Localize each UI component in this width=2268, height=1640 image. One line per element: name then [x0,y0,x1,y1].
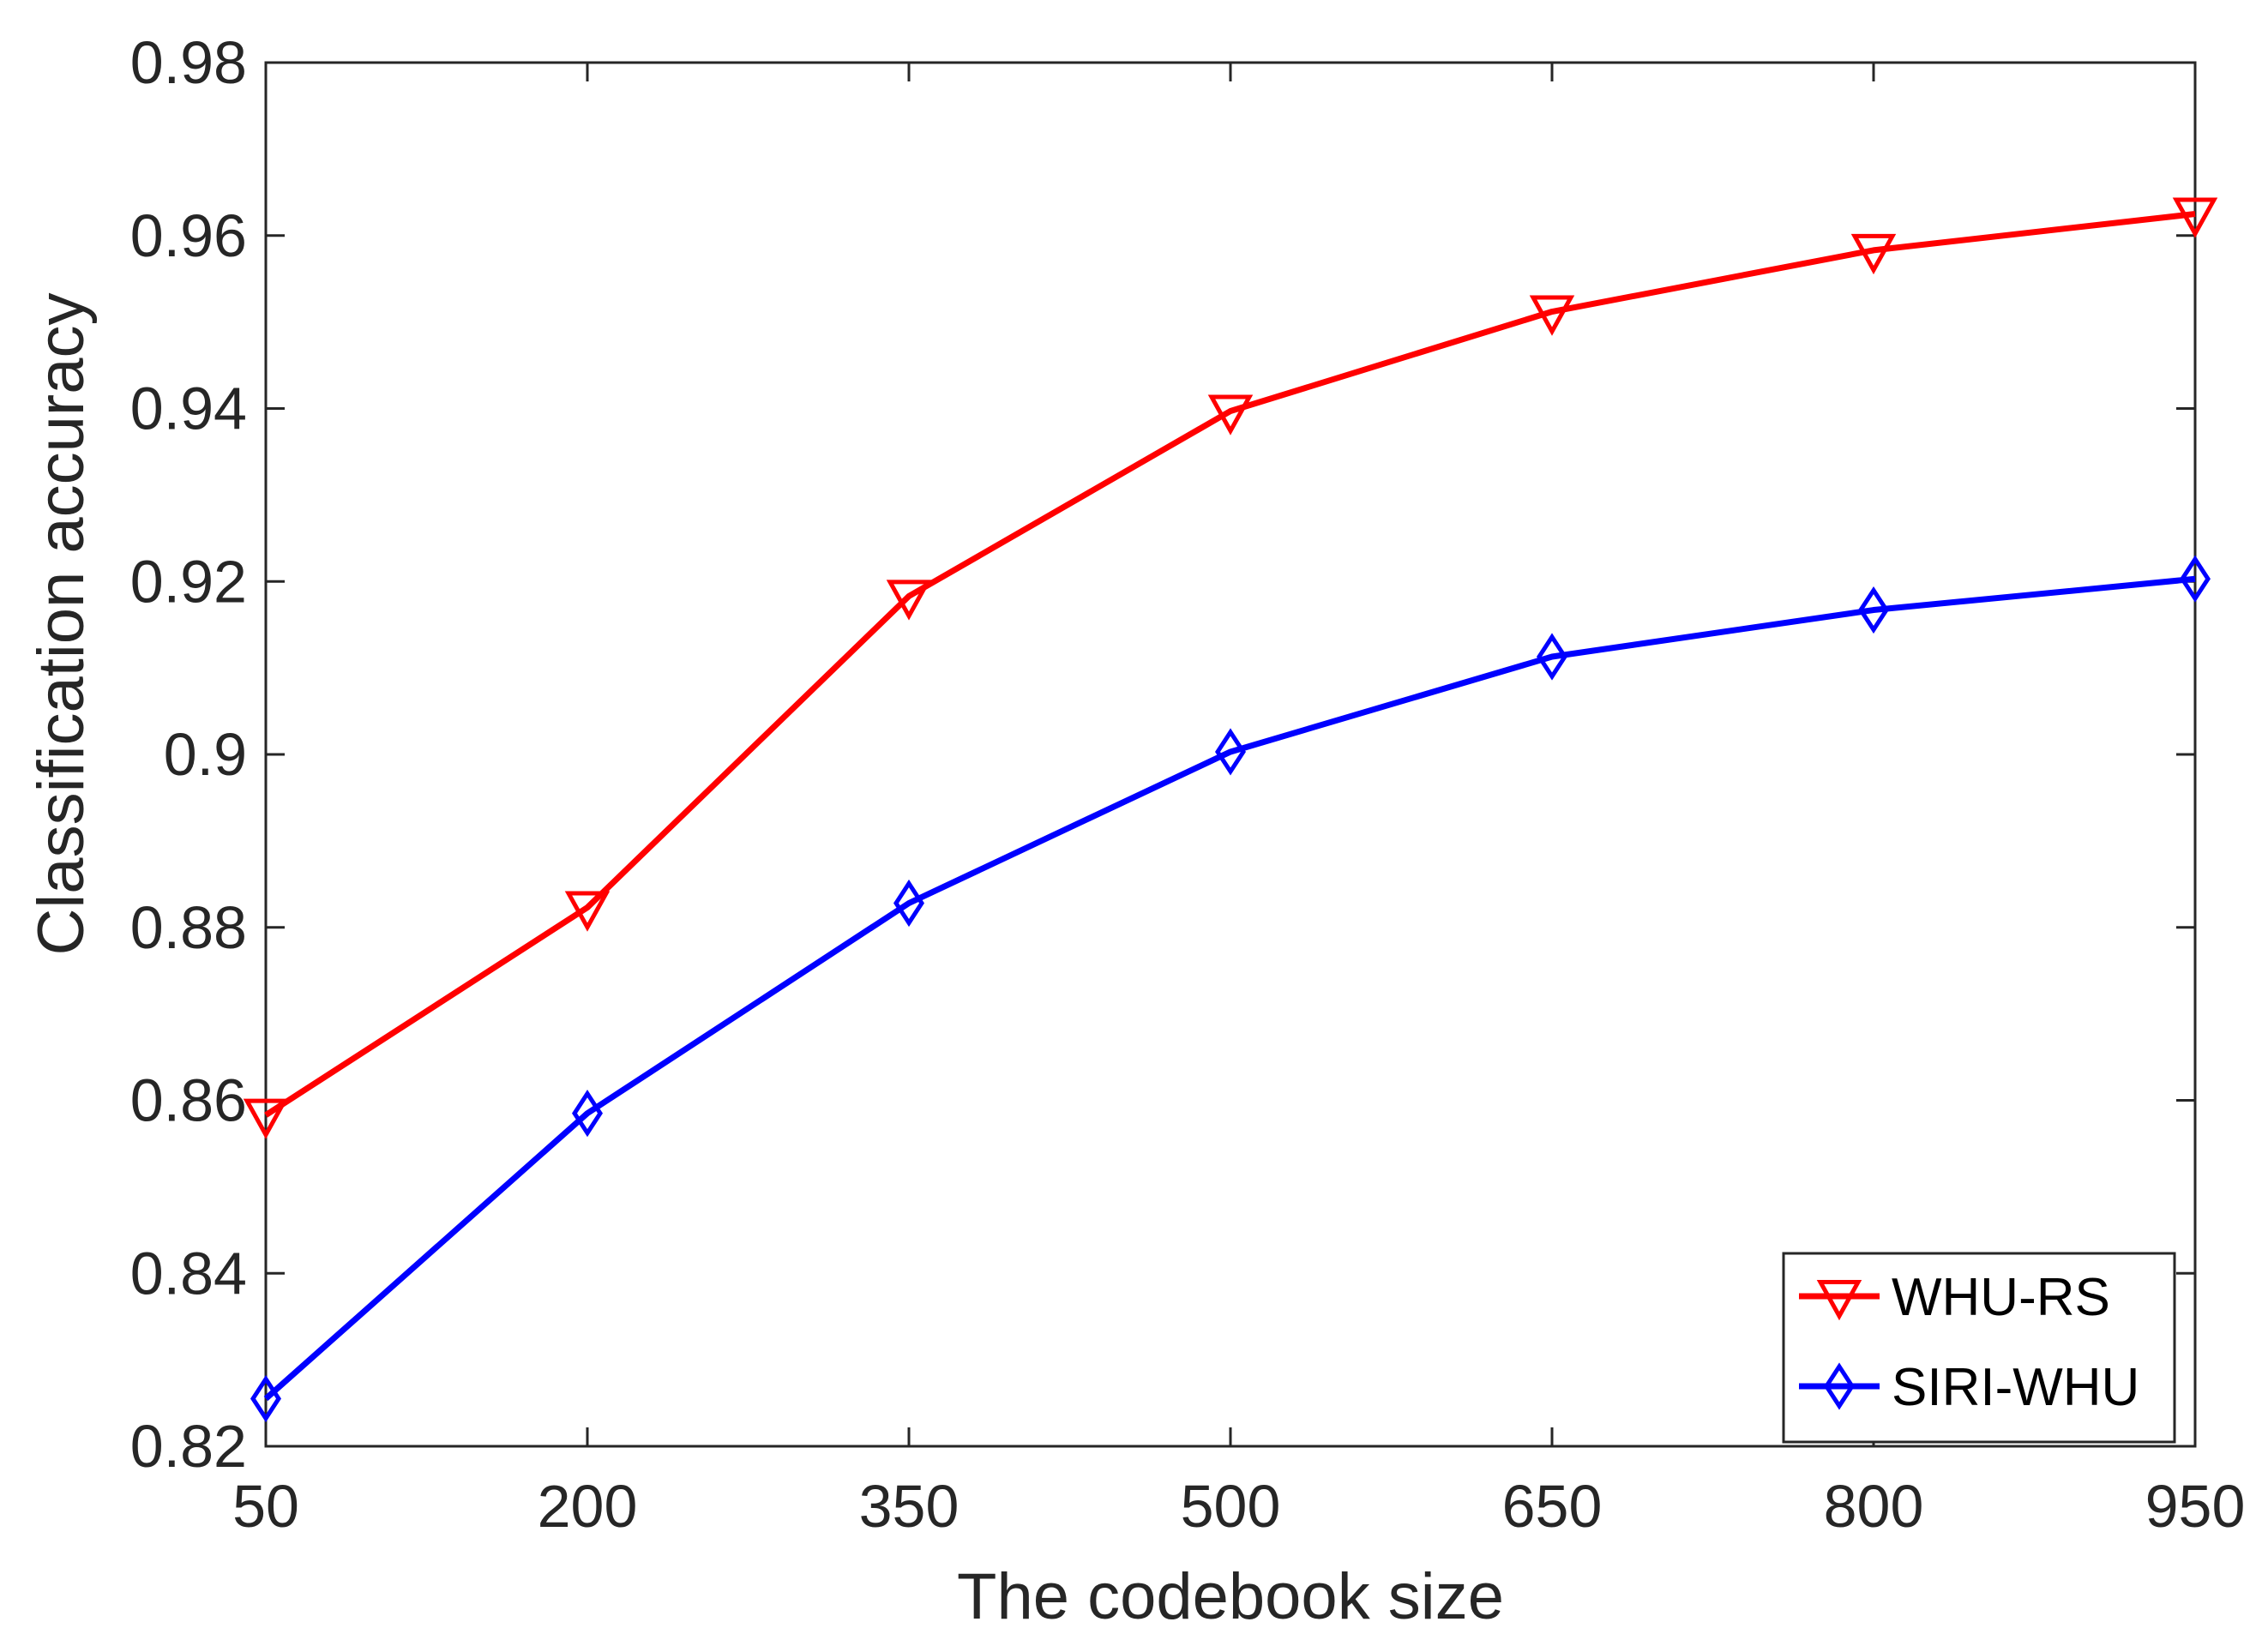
data-point-siri-whu [893,879,924,928]
x-tick-label: 650 [1502,1473,1603,1540]
axis-ticks [264,61,2197,1448]
legend-label-siri-whu: SIRI-WHU [1892,1358,2139,1417]
legend-box [1782,1252,2176,1444]
data-point-whu-rs [1529,295,1575,336]
y-axis-title: Classification accuracy [25,293,98,956]
data-point-siri-whu [1858,586,1889,634]
y-tick-label: 0.82 [130,1413,247,1480]
data-point-whu-rs [1850,233,1897,275]
data-point-siri-whu [1537,633,1567,681]
y-tick-label: 0.98 [130,29,247,96]
legend-marker-whu-rs [1816,1280,1862,1321]
legend-entries: WHU-RS SIRI-WHU [1799,1268,2139,1417]
data-point-siri-whu [1215,728,1246,776]
data-point-siri-whu [572,1090,603,1138]
data-series [243,197,2218,1423]
y-tick-label: 0.9 [164,721,247,788]
data-point-whu-rs [2172,197,2218,238]
x-tick-label: 50 [232,1473,299,1540]
x-tick-label: 500 [1181,1473,1281,1540]
data-point-whu-rs [243,1098,289,1139]
legend-label-whu-rs: WHU-RS [1892,1268,2110,1327]
data-point-siri-whu [250,1374,281,1423]
legend-marker-siri-whu [1824,1362,1855,1410]
x-tick-label: 950 [2145,1473,2246,1540]
data-point-whu-rs [886,580,932,621]
y-tick-label: 0.92 [130,548,247,615]
y-tick-label: 0.88 [130,894,247,961]
y-tick-labels: 0.82 0.84 0.86 0.88 0.9 0.92 0.94 0.96 0.98 [130,29,247,1480]
y-tick-label: 0.84 [130,1240,247,1307]
series-line-siri-whu [263,575,2196,1402]
y-tick-label: 0.96 [130,202,247,269]
x-tick-label: 200 [538,1473,638,1540]
x-axis-title: The codebook size [957,1560,1504,1633]
series-line-whu-rs [264,211,2196,1118]
data-point-whu-rs [1207,394,1254,436]
data-point-siri-whu [2180,555,2211,603]
y-tick-label: 0.86 [130,1067,247,1134]
x-tick-labels: 50 200 350 500 650 800 950 [232,1473,2245,1540]
legend: WHU-RS SIRI-WHU [1782,1252,2176,1444]
y-tick-label: 0.94 [130,375,247,442]
x-tick-label: 350 [859,1473,960,1540]
data-point-whu-rs [564,891,611,932]
x-tick-label: 800 [1824,1473,1924,1540]
